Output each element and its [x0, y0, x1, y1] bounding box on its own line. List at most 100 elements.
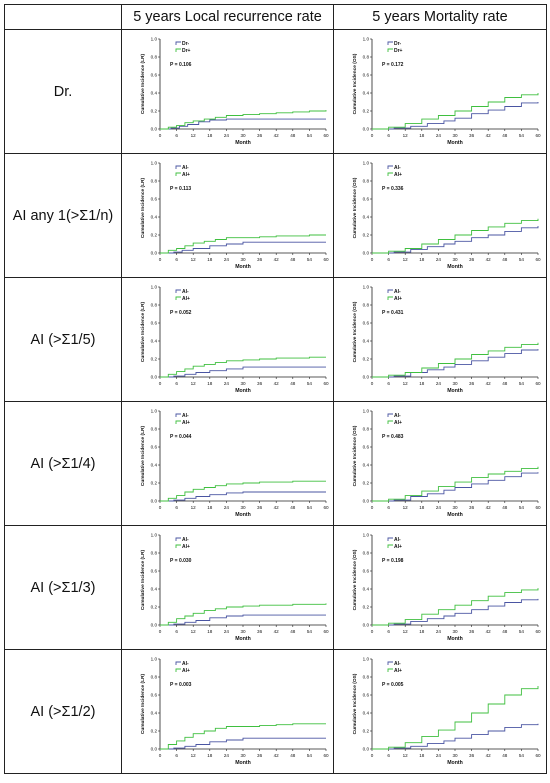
series-line-ai-pos	[160, 722, 326, 749]
x-tick-label: 0	[371, 133, 374, 138]
x-tick-label: 60	[535, 505, 541, 510]
y-tick-label: 0.8	[151, 426, 158, 431]
series-line-ai-pos	[160, 234, 326, 253]
x-tick-label: 24	[224, 257, 230, 262]
x-tick-label: 18	[207, 381, 213, 386]
lr-chart-cell: 0 6 12 18 24 30 36 42 48 54 60 0.0 0.2 0.4 0.6 0.8 1.0 Mo…	[121, 153, 334, 278]
y-tick-label: 0.8	[363, 550, 370, 555]
y-tick-label: 0.2	[363, 356, 370, 361]
x-tick-label: 30	[452, 133, 458, 138]
x-tick-label: 54	[519, 753, 525, 758]
y-tick-label: 0.6	[363, 72, 370, 77]
legend-label: AI-	[394, 537, 401, 543]
cumulative-incidence-chart: 0 6 12 18 24 30 36 42 48 54 60 0.0 0.2 0.4 0.6 0.8 1.0 Mo…	[140, 36, 329, 145]
x-tick-label: 30	[452, 381, 458, 386]
cumulative-incidence-chart: 0 6 12 18 24 30 36 42 48 54 60 0.0 0.2 0.4 0.6 0.8 1.0 Mo…	[140, 284, 329, 393]
p-value: P = 0.113	[170, 186, 191, 192]
legend-label: Dr+	[182, 48, 191, 54]
series-line-ai-neg	[160, 241, 326, 253]
x-tick-label: 0	[371, 753, 374, 758]
x-tick-label: 24	[436, 381, 442, 386]
series-line-ai-pos	[160, 356, 326, 377]
x-tick-label: 42	[486, 753, 492, 758]
p-value: P = 0.106	[170, 62, 192, 68]
y-tick-label: 1.0	[151, 284, 158, 289]
y-tick-label: 0.6	[151, 692, 158, 697]
cumulative-incidence-chart: 0 6 12 18 24 30 36 42 48 54 60 0.0 0.2 0.4 0.6 0.8 1.0 Mo…	[140, 656, 329, 765]
x-tick-label: 42	[274, 381, 280, 386]
x-axis-label: Month	[447, 264, 463, 270]
y-tick-label: 0.2	[363, 232, 370, 237]
x-tick-label: 54	[519, 629, 525, 634]
legend-label: Dr-	[182, 41, 190, 47]
x-tick-label: 0	[159, 505, 162, 510]
x-tick-label: 36	[469, 257, 475, 262]
legend-label: AI+	[182, 172, 190, 178]
legend-swatch	[175, 544, 181, 548]
y-tick-label: 0.0	[363, 126, 370, 131]
legend-label: AI-	[394, 661, 401, 667]
x-tick-label: 18	[419, 629, 425, 634]
legend-swatch	[387, 165, 393, 169]
legend-swatch	[387, 668, 393, 672]
x-tick-label: 48	[502, 381, 508, 386]
x-tick-label: 48	[502, 133, 508, 138]
legend-swatch	[175, 48, 181, 52]
x-tick-label: 18	[419, 133, 425, 138]
x-tick-label: 6	[175, 133, 178, 138]
legend-swatch	[387, 172, 393, 176]
x-tick-label: 30	[240, 753, 246, 758]
x-tick-label: 0	[371, 257, 374, 262]
y-tick-label: 0.4	[151, 214, 158, 219]
x-tick-label: 0	[371, 505, 374, 510]
y-tick-label: 0.8	[363, 178, 370, 183]
y-tick-label: 0.6	[363, 692, 370, 697]
header-mortality: 5 years Mortality rate	[333, 4, 547, 30]
results-table: 5 years Local recurrence rate 5 years Mo…	[4, 4, 547, 774]
legend-label: AI+	[182, 296, 190, 302]
legend-label: AI+	[182, 668, 190, 674]
y-tick-label: 0.6	[363, 568, 370, 573]
legend-label: AI+	[394, 420, 402, 426]
x-tick-label: 12	[403, 753, 409, 758]
x-tick-label: 6	[387, 629, 390, 634]
x-tick-label: 60	[323, 753, 329, 758]
y-tick-label: 0.8	[363, 302, 370, 307]
x-tick-label: 12	[403, 381, 409, 386]
x-tick-label: 18	[207, 133, 213, 138]
x-tick-label: 0	[371, 381, 374, 386]
legend-swatch	[175, 661, 181, 665]
series-line-ai-pos	[372, 466, 539, 501]
y-tick-label: 0.2	[151, 728, 158, 733]
y-tick-label: 0.2	[363, 108, 370, 113]
legend-label: AI-	[394, 413, 401, 419]
y-axis-label: Cumulative Incidence (LR)	[140, 301, 146, 362]
x-tick-label: 6	[175, 381, 178, 386]
x-axis-label: Month	[447, 140, 463, 146]
legend-label: AI-	[394, 289, 401, 295]
series-line-ai-neg	[160, 737, 326, 749]
y-tick-label: 0.8	[363, 426, 370, 431]
y-tick-label: 0.4	[363, 586, 370, 591]
y-tick-label: 0.4	[363, 462, 370, 467]
lr-chart-cell: 0 6 12 18 24 30 36 42 48 54 60 0.0 0.2 0.4 0.6 0.8 1.0 Mo…	[121, 401, 334, 526]
x-tick-label: 0	[371, 629, 374, 634]
legend-swatch	[387, 48, 393, 52]
x-axis-label: Month	[447, 512, 463, 518]
legend-label: AI-	[394, 165, 401, 171]
y-tick-label: 0.4	[151, 710, 158, 715]
y-tick-label: 0.4	[151, 462, 158, 467]
legend-label: AI+	[394, 296, 402, 302]
x-tick-label: 36	[469, 505, 475, 510]
y-tick-label: 1.0	[363, 160, 370, 165]
series-line-ai-pos	[160, 602, 327, 625]
series-line-dr-neg	[160, 118, 326, 129]
y-tick-label: 0.6	[363, 320, 370, 325]
y-tick-label: 0.8	[151, 550, 158, 555]
lr-chart-cell: 0 6 12 18 24 30 36 42 48 54 60 0.0 0.2 0.4 0.6 0.8 1.0 Mo…	[121, 277, 334, 402]
legend-label: AI-	[182, 413, 189, 419]
x-tick-label: 60	[535, 257, 541, 262]
y-axis-label: Cumulative Incidence (OS)	[352, 425, 358, 486]
legend-swatch	[175, 537, 181, 541]
x-tick-label: 54	[519, 133, 525, 138]
